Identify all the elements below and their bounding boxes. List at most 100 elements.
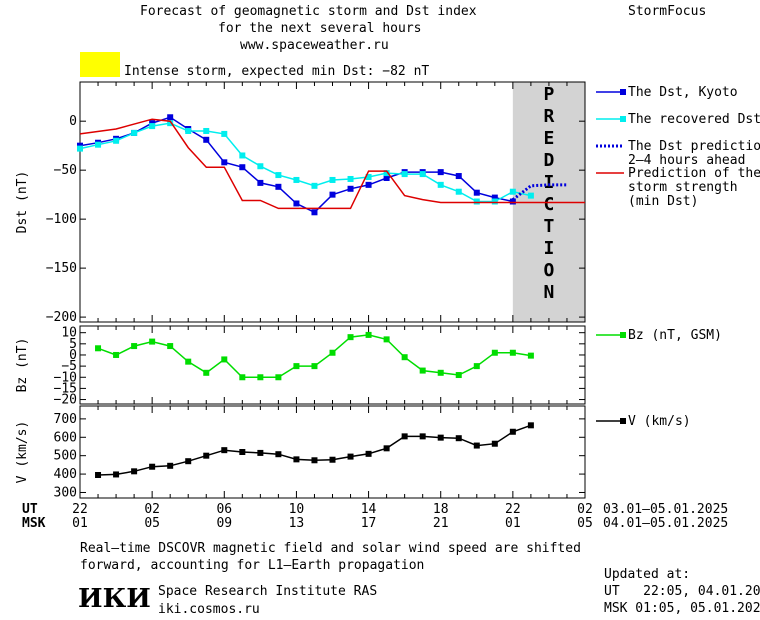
data-point [239, 449, 246, 455]
prediction-letter: N [544, 282, 555, 303]
data-point [167, 343, 174, 350]
x-tick-label-msk: 05 [144, 516, 160, 531]
x-tick-label-msk: 17 [361, 516, 377, 531]
legend-label: The Dst prediction [628, 139, 760, 154]
x-tick-label-ut: 22 [505, 502, 521, 517]
data-point [491, 198, 498, 205]
data-point [473, 198, 480, 205]
data-point [383, 175, 390, 181]
chart-title-line-3: www.spaceweather.ru [240, 38, 389, 53]
y-axis-label: Bz (nT) [15, 338, 30, 393]
chart-title-line-2: for the next several hours [218, 21, 422, 36]
y-tick-label: 0 [69, 348, 77, 363]
data-point [221, 447, 228, 454]
data-point [491, 440, 498, 447]
legend-item: Bz (nT, GSM) [596, 328, 722, 343]
org-site-link[interactable]: iki.cosmos.ru [158, 602, 260, 617]
data-point [329, 176, 336, 183]
y-tick-label: −150 [46, 261, 77, 276]
ut-axis-title: UT [22, 502, 38, 517]
updated-msk: MSK 01:05, 05.01.2025 [604, 601, 760, 616]
data-point [131, 129, 138, 136]
data-point [293, 456, 300, 463]
series-bz-0 [95, 331, 534, 381]
data-point [401, 433, 408, 440]
prediction-letter: D [544, 150, 555, 171]
brand-name: StormFocus [628, 4, 707, 19]
x-tick-label-msk: 21 [433, 516, 449, 531]
x-tick-label-ut: 14 [361, 502, 377, 517]
prediction-letter: I [544, 238, 555, 259]
note-line-1: Real–time DSCOVR magnetic field and sola… [80, 541, 581, 556]
data-point [311, 363, 318, 370]
prediction-letter: T [544, 216, 555, 237]
data-point [77, 145, 83, 152]
data-point [509, 198, 516, 205]
data-point [257, 374, 264, 381]
panel-speed: 300 400 500 600 700 V (km/s) V (km/s) [15, 405, 691, 500]
alert-text: Intense storm, expected min Dst: −82 nT [124, 64, 430, 79]
data-point [401, 354, 408, 361]
data-point [455, 173, 462, 180]
data-point [293, 200, 300, 207]
data-point [113, 471, 120, 478]
y-tick-label: 700 [54, 412, 77, 427]
data-point [383, 445, 390, 452]
data-point [221, 159, 228, 166]
msk-date-range: 04.01–05.01.2025 [603, 516, 728, 531]
data-point [221, 130, 228, 137]
data-point [401, 171, 408, 178]
data-point [311, 457, 318, 464]
data-point [365, 174, 372, 181]
legend-marker [620, 332, 626, 338]
legend-label: V (km/s) [628, 414, 691, 429]
y-tick-label: −5 [61, 359, 77, 374]
data-point [113, 137, 120, 144]
y-tick-label: −200 [46, 310, 77, 325]
x-tick-label-msk: 09 [216, 516, 232, 531]
updated-label: Updated at: [604, 567, 691, 582]
y-tick-label: −20 [54, 393, 77, 408]
series-line [97, 334, 532, 379]
data-point [365, 450, 372, 457]
legend-label: 2–4 hours ahead [628, 153, 745, 168]
panel-frame [79, 405, 586, 499]
data-point [239, 164, 246, 171]
data-point [473, 363, 480, 370]
data-point [203, 452, 210, 459]
x-tick-label-msk: 01 [505, 516, 521, 531]
y-tick-label: −100 [46, 212, 77, 227]
data-point [437, 434, 444, 441]
legend-label: Bz (nT, GSM) [628, 328, 722, 343]
data-point [419, 433, 426, 440]
data-point [491, 349, 498, 356]
legend-label: (min Dst) [628, 194, 698, 209]
data-point [185, 358, 192, 365]
data-point [167, 462, 174, 469]
prediction-letter: P [544, 84, 555, 105]
msk-axis-title: MSK [22, 516, 46, 531]
y-tick-label: 500 [54, 449, 77, 464]
y-axis-label: V (km/s) [15, 421, 30, 484]
data-point [257, 179, 264, 186]
data-point [527, 422, 534, 429]
data-point [95, 345, 102, 352]
data-point [491, 194, 498, 201]
y-tick-label: −50 [54, 163, 77, 178]
iki-logo: ИКИ [78, 584, 151, 614]
data-point [239, 374, 246, 381]
chart-title-line-1: Forecast of geomagnetic storm and Dst in… [140, 4, 477, 19]
data-point [311, 209, 318, 216]
panel-frame [79, 325, 586, 405]
x-tick-label-msk: 01 [72, 516, 88, 531]
x-tick-label-msk: 05 [577, 516, 593, 531]
series-speed-0 [95, 422, 534, 478]
data-point [383, 336, 390, 343]
data-point [437, 369, 444, 376]
legend-marker [620, 116, 626, 122]
x-tick-label-msk: 13 [289, 516, 305, 531]
data-point [455, 435, 462, 442]
y-tick-label: −10 [54, 370, 77, 385]
